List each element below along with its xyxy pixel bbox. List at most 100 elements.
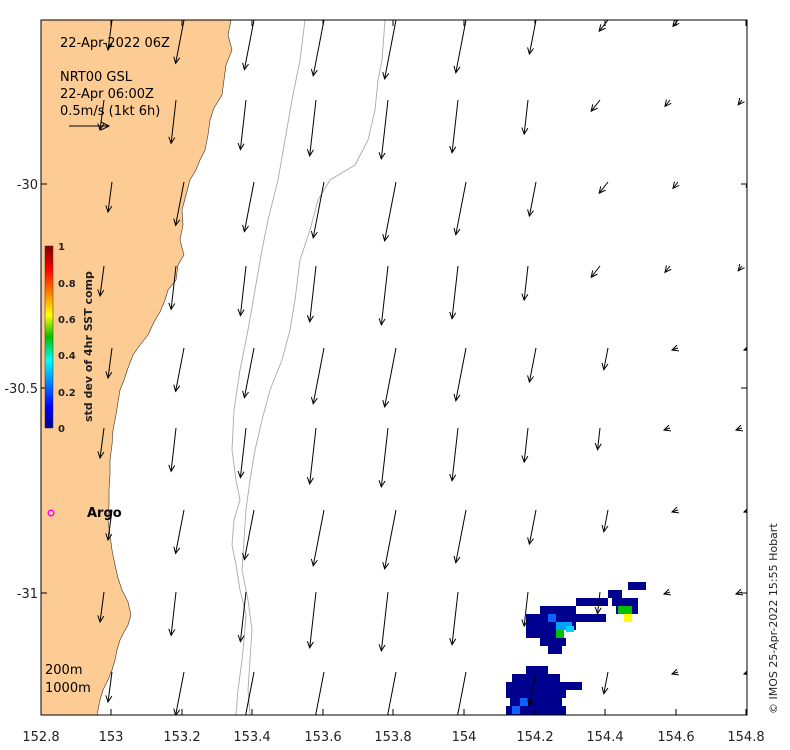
sst-cell [526,666,548,674]
colorbar-tick-label: 0.4 [58,351,76,362]
current-arrow [734,424,744,432]
sst-cell [628,582,646,590]
current-arrow [105,181,113,214]
current-arrow [168,99,177,145]
colorbar [44,245,54,429]
current-arrow [594,427,602,451]
colorbar-tick-label: 1 [58,242,65,253]
current-arrow [453,181,467,236]
sst-cell [526,630,564,638]
current-arrow [306,427,317,485]
x-tick-label: 153 [99,730,124,745]
current-arrow [601,671,609,695]
current-arrow [527,509,537,546]
current-arrow [173,347,185,393]
current-arrow [378,265,389,327]
current-arrow [594,591,602,615]
current-arrow [382,20,397,81]
current-arrow [664,99,672,108]
current-arrow [737,263,745,272]
current-arrow [453,509,467,564]
source-label: NRT00 GSL [60,70,133,85]
colorbar-tick-label: 0.6 [58,315,76,326]
arrow-scale-label: 0.5m/s (1kt 6h) [60,104,160,119]
current-arrow [521,265,529,302]
argo-label: Argo [87,506,122,521]
sst-cell [556,622,572,630]
current-arrow [449,265,459,320]
current-arrow [237,265,247,317]
argo-float-marker[interactable] [47,509,55,517]
current-arrow [453,347,467,402]
current-arrow [242,509,255,561]
x-tick-label: 153.6 [304,730,341,745]
current-arrow [378,427,389,489]
current-arrow [105,671,113,704]
sst-cell [540,606,576,614]
current-arrow [670,344,680,352]
current-arrow [97,591,105,624]
current-arrow [734,588,744,596]
sst-cell [520,698,528,706]
current-arrow [590,265,601,279]
sst-cell [506,682,582,690]
current-arrow [521,591,529,628]
current-arrow [598,181,609,195]
sst-cell [510,698,562,706]
plot-frame [40,19,748,716]
current-arrow [315,671,325,715]
colorbar-ticks: 1 0.8 0.6 0.4 0.2 0 [58,242,76,435]
current-arrow [521,99,529,136]
current-arrow [242,181,255,233]
sst-cell [576,598,608,606]
current-arrow [672,181,680,190]
map-timestamp: 22-Apr-2022 06Z [60,36,170,51]
current-arrow [310,347,325,405]
current-arrow [237,427,247,479]
sst-cell [548,614,556,622]
current-arrow [168,265,177,311]
current-arrow [168,591,177,637]
x-tick-label: 153.4 [233,730,270,745]
current-vectors [97,20,747,715]
current-arrow [237,99,247,151]
scale-arrow [69,121,111,131]
x-axis-labels: 152.8 153 153.2 153.4 153.6 153.8 154 15… [22,730,764,745]
sst-cell [506,690,566,698]
sst-cell [556,630,564,638]
current-arrow [527,181,537,218]
current-arrow [242,671,255,715]
current-arrow [382,347,397,409]
x-tick-label: 154.2 [516,730,553,745]
x-tick-label: 154.6 [657,730,694,745]
contour-label-1000m: 1000m [45,681,91,696]
credit-text: © IMOS 25-Apr-2022 15:55 Hobart [767,523,780,714]
sst-cell [612,598,638,606]
axis-ticks [40,20,747,715]
sst-cell [512,674,560,682]
sst-cell [608,590,622,598]
current-arrow [527,347,537,384]
current-arrow [173,671,185,715]
current-arrow [601,347,609,371]
colorbar-label: std dev of 4hr SST comp [82,271,95,422]
sst-cell [566,626,574,632]
current-arrow [378,99,389,161]
colorbar-tick-label: 0 [58,424,65,435]
x-tick-label: 154 [452,730,477,745]
x-tick-label: 154.8 [727,730,764,745]
current-arrow [662,424,672,432]
current-arrow [521,427,529,464]
current-arrow [97,265,105,298]
current-arrow [306,265,317,323]
current-arrow [670,506,680,514]
current-arrow [310,20,325,77]
y-tick-label: -30.5 [4,382,38,397]
current-arrow [387,671,397,715]
current-arrow [527,671,537,708]
colorbar-tick-label: 0.8 [58,279,76,290]
current-arrow [378,591,389,653]
current-arrow [662,588,672,596]
x-tick-label: 153.8 [374,730,411,745]
